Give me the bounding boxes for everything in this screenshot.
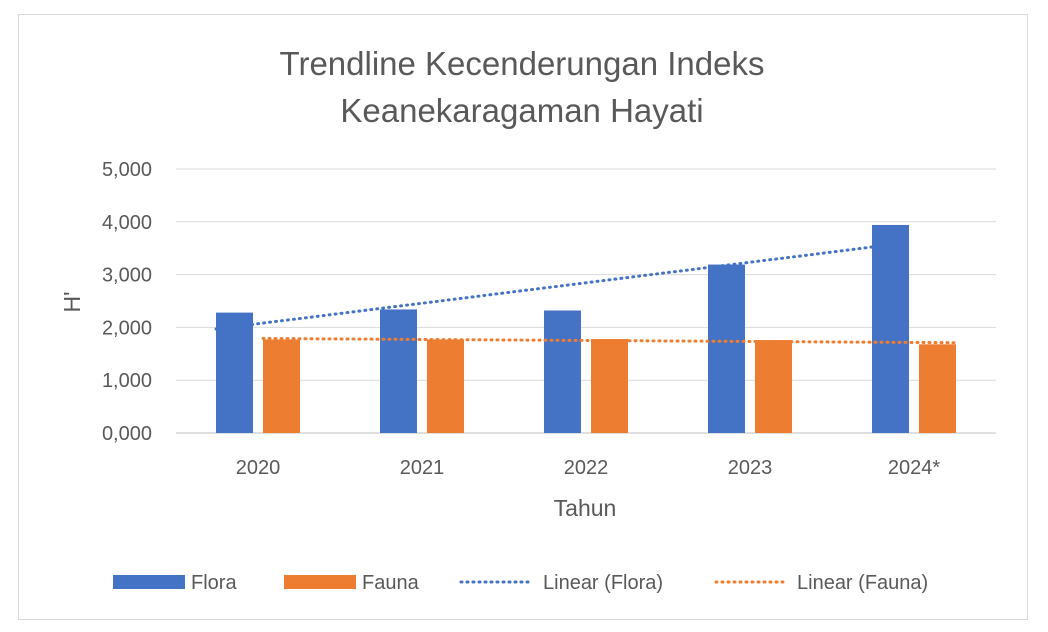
chart-title-line-1: Trendline Kecenderungan Indeks bbox=[280, 45, 765, 82]
bar-flora bbox=[380, 309, 417, 433]
x-tick-label: 2024* bbox=[888, 457, 940, 479]
bar-fauna bbox=[755, 340, 792, 433]
bar-flora bbox=[216, 312, 253, 433]
bar-flora bbox=[544, 310, 581, 433]
bar-flora bbox=[872, 224, 909, 433]
trendlines bbox=[214, 240, 958, 345]
y-tick-label: 1,000 bbox=[102, 370, 152, 392]
legend: Flora Fauna Linear (Flora) Linear (Fauna) bbox=[113, 572, 928, 594]
x-tick-label: 2023 bbox=[728, 457, 773, 479]
bar-fauna bbox=[919, 344, 956, 433]
legend-label: Linear (Fauna) bbox=[797, 572, 928, 594]
y-tick-label: 0,000 bbox=[102, 423, 152, 445]
y-tick-label: 5,000 bbox=[102, 159, 152, 181]
x-axis-ticks: 2020 2021 2022 2023 2024* bbox=[236, 457, 941, 479]
bar-fauna bbox=[591, 339, 628, 433]
bar-flora bbox=[708, 264, 745, 433]
y-tick-label: 2,000 bbox=[102, 317, 152, 339]
legend-swatch-fauna bbox=[284, 575, 356, 589]
y-tick-label: 4,000 bbox=[102, 212, 152, 234]
gridlines bbox=[176, 168, 996, 434]
legend-label: Linear (Flora) bbox=[543, 572, 663, 594]
x-tick-label: 2021 bbox=[400, 457, 445, 479]
bars bbox=[216, 224, 956, 433]
x-tick-label: 2022 bbox=[564, 457, 609, 479]
bar-fauna bbox=[427, 339, 464, 433]
legend-label: Flora bbox=[191, 572, 237, 594]
trendline-fauna bbox=[261, 336, 958, 345]
chart-title: Trendline Kecenderungan Indeks Keanekara… bbox=[280, 45, 765, 129]
y-axis-title: H' bbox=[59, 291, 85, 312]
y-tick-label: 3,000 bbox=[102, 265, 152, 287]
legend-swatch-flora bbox=[113, 575, 185, 589]
y-axis-ticks: 0,000 1,000 2,000 3,000 4,000 5,000 bbox=[102, 159, 152, 445]
bar-fauna bbox=[263, 339, 300, 433]
chart-title-line-2: Keanekaragaman Hayati bbox=[340, 92, 703, 129]
x-axis-title: Tahun bbox=[554, 495, 617, 521]
x-tick-label: 2020 bbox=[236, 457, 281, 479]
trendline-flora bbox=[214, 240, 911, 331]
chart-frame bbox=[18, 14, 1028, 620]
legend-label: Fauna bbox=[362, 572, 420, 594]
